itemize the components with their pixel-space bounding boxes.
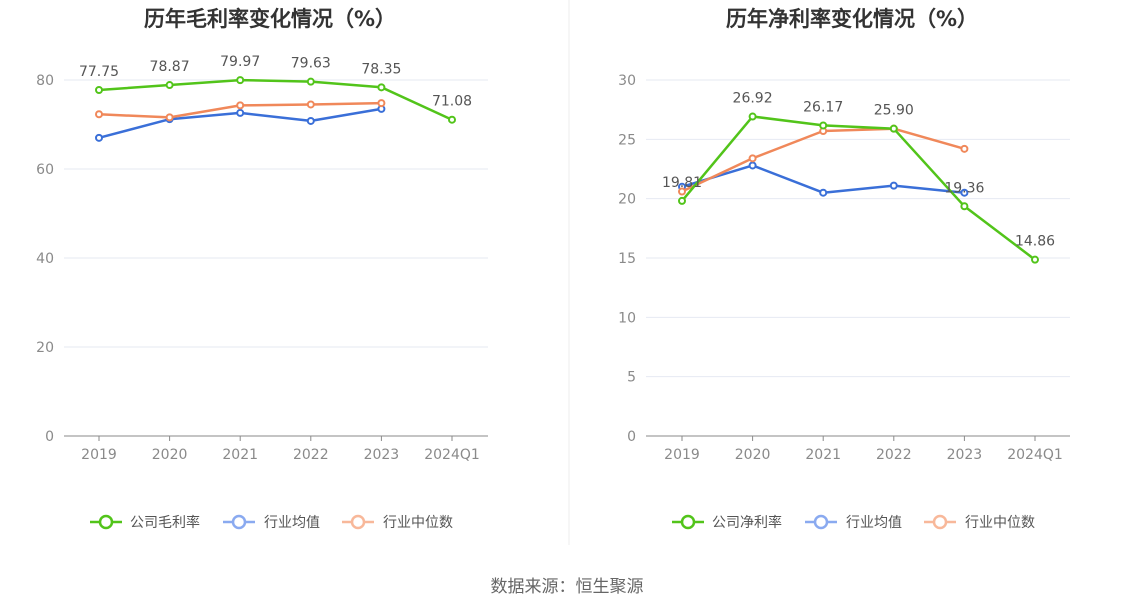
x-tick-label-1-4: 2023 (947, 447, 983, 463)
data-point-0-0-1 (165, 81, 174, 90)
data-point-0-0-5 (448, 115, 456, 124)
y-tick-label-0-60: 60 (36, 162, 54, 178)
source-text: 数据来源：恒生聚源 (491, 577, 644, 597)
x-tick-label-0-0: 2019 (81, 447, 117, 463)
series-line-1-0 (681, 115, 1036, 261)
data-point-1-2-1 (748, 154, 757, 163)
y-tick-label-1-20: 20 (618, 192, 636, 208)
data-label-1-3: 25.90 (874, 103, 914, 119)
chart-title-1: 历年净利率变化情况（%） (726, 7, 978, 31)
data-point-0-1-3 (306, 116, 315, 125)
data-point-0-1-2 (236, 108, 245, 117)
data-label-0-4: 78.35 (361, 61, 401, 77)
legend-marker-1-1 (813, 514, 829, 530)
data-point-1-0-2 (819, 121, 828, 130)
data-label-1-5: 14.86 (1015, 234, 1055, 250)
data-point-0-0-3 (306, 77, 315, 86)
x-tick-label-0-2: 2021 (222, 447, 258, 463)
data-label-1-1: 26.92 (733, 91, 773, 107)
y-tick-label-0-40: 40 (36, 251, 54, 267)
data-label-1-4: 19.36 (944, 180, 984, 196)
data-point-0-2-2 (236, 101, 245, 110)
data-label-0-0: 77.75 (79, 64, 119, 80)
data-point-1-0-5 (1031, 255, 1039, 264)
data-label-0-1: 78.87 (150, 59, 190, 75)
data-point-1-0-4 (960, 202, 969, 211)
legend-label-1-2: 行业中位数 (965, 515, 1035, 531)
x-tick-label-1-3: 2022 (876, 447, 912, 463)
data-point-1-0-3 (889, 124, 898, 133)
x-tick-label-1-1: 2020 (735, 447, 771, 463)
legend-label-0-2: 行业中位数 (383, 515, 453, 531)
x-tick-label-0-1: 2020 (152, 447, 188, 463)
legend-marker-1-0 (680, 514, 696, 530)
chart-title-0: 历年毛利率变化情况（%） (144, 7, 396, 31)
y-tick-label-0-80: 80 (36, 73, 54, 89)
y-tick-label-1-0: 0 (627, 429, 636, 445)
data-label-0-2: 79.97 (220, 54, 260, 70)
data-point-1-2-4 (960, 144, 969, 153)
data-point-0-2-4 (377, 99, 386, 108)
data-label-1-2: 26.17 (803, 99, 843, 115)
y-tick-label-0-0: 0 (45, 429, 54, 445)
y-tick-label-1-10: 10 (618, 310, 636, 326)
y-tick-label-0-20: 20 (36, 340, 54, 356)
legend-marker-0-1 (231, 514, 247, 530)
data-point-0-0-4 (377, 83, 386, 92)
data-point-0-0-2 (236, 76, 245, 85)
data-label-0-5: 71.08 (432, 94, 472, 110)
data-point-0-2-0 (95, 110, 103, 119)
series-line-1-1 (681, 164, 965, 194)
x-tick-label-0-3: 2022 (293, 447, 329, 463)
x-tick-label-0-4: 2023 (364, 447, 400, 463)
legend-label-1-0: 公司净利率 (712, 514, 782, 531)
series-line-0-0 (98, 78, 453, 121)
data-point-1-1-2 (819, 188, 828, 197)
data-label-1-0: 19.81 (662, 175, 702, 191)
x-tick-label-1-0: 2019 (664, 447, 700, 463)
legend-label-0-1: 行业均值 (264, 515, 320, 531)
data-point-0-0-0 (95, 86, 103, 95)
data-point-1-2-0 (678, 187, 686, 196)
y-tick-label-1-30: 30 (618, 73, 636, 89)
legend-marker-1-2 (932, 514, 948, 530)
legend-label-1-1: 行业均值 (846, 515, 902, 531)
data-point-1-0-1 (748, 112, 757, 121)
data-point-1-1-3 (889, 181, 898, 190)
y-tick-label-1-15: 15 (618, 251, 636, 267)
data-point-1-1-4 (960, 188, 969, 197)
x-tick-label-1-5: 2024Q1 (1007, 447, 1063, 463)
legend-marker-0-2 (350, 514, 366, 530)
data-point-1-1-1 (748, 161, 757, 170)
data-point-1-0-0 (678, 196, 686, 205)
y-tick-label-1-25: 25 (618, 132, 636, 148)
legend-label-0-0: 公司毛利率 (130, 514, 200, 531)
x-tick-label-0-5: 2024Q1 (424, 447, 480, 463)
x-tick-label-1-2: 2021 (805, 447, 841, 463)
y-tick-label-1-5: 5 (627, 370, 636, 386)
data-label-0-3: 79.63 (291, 56, 331, 72)
data-point-0-2-1 (165, 113, 174, 122)
data-point-0-2-3 (306, 100, 315, 109)
legend-marker-0-0 (98, 514, 114, 530)
data-point-0-1-0 (95, 133, 103, 142)
